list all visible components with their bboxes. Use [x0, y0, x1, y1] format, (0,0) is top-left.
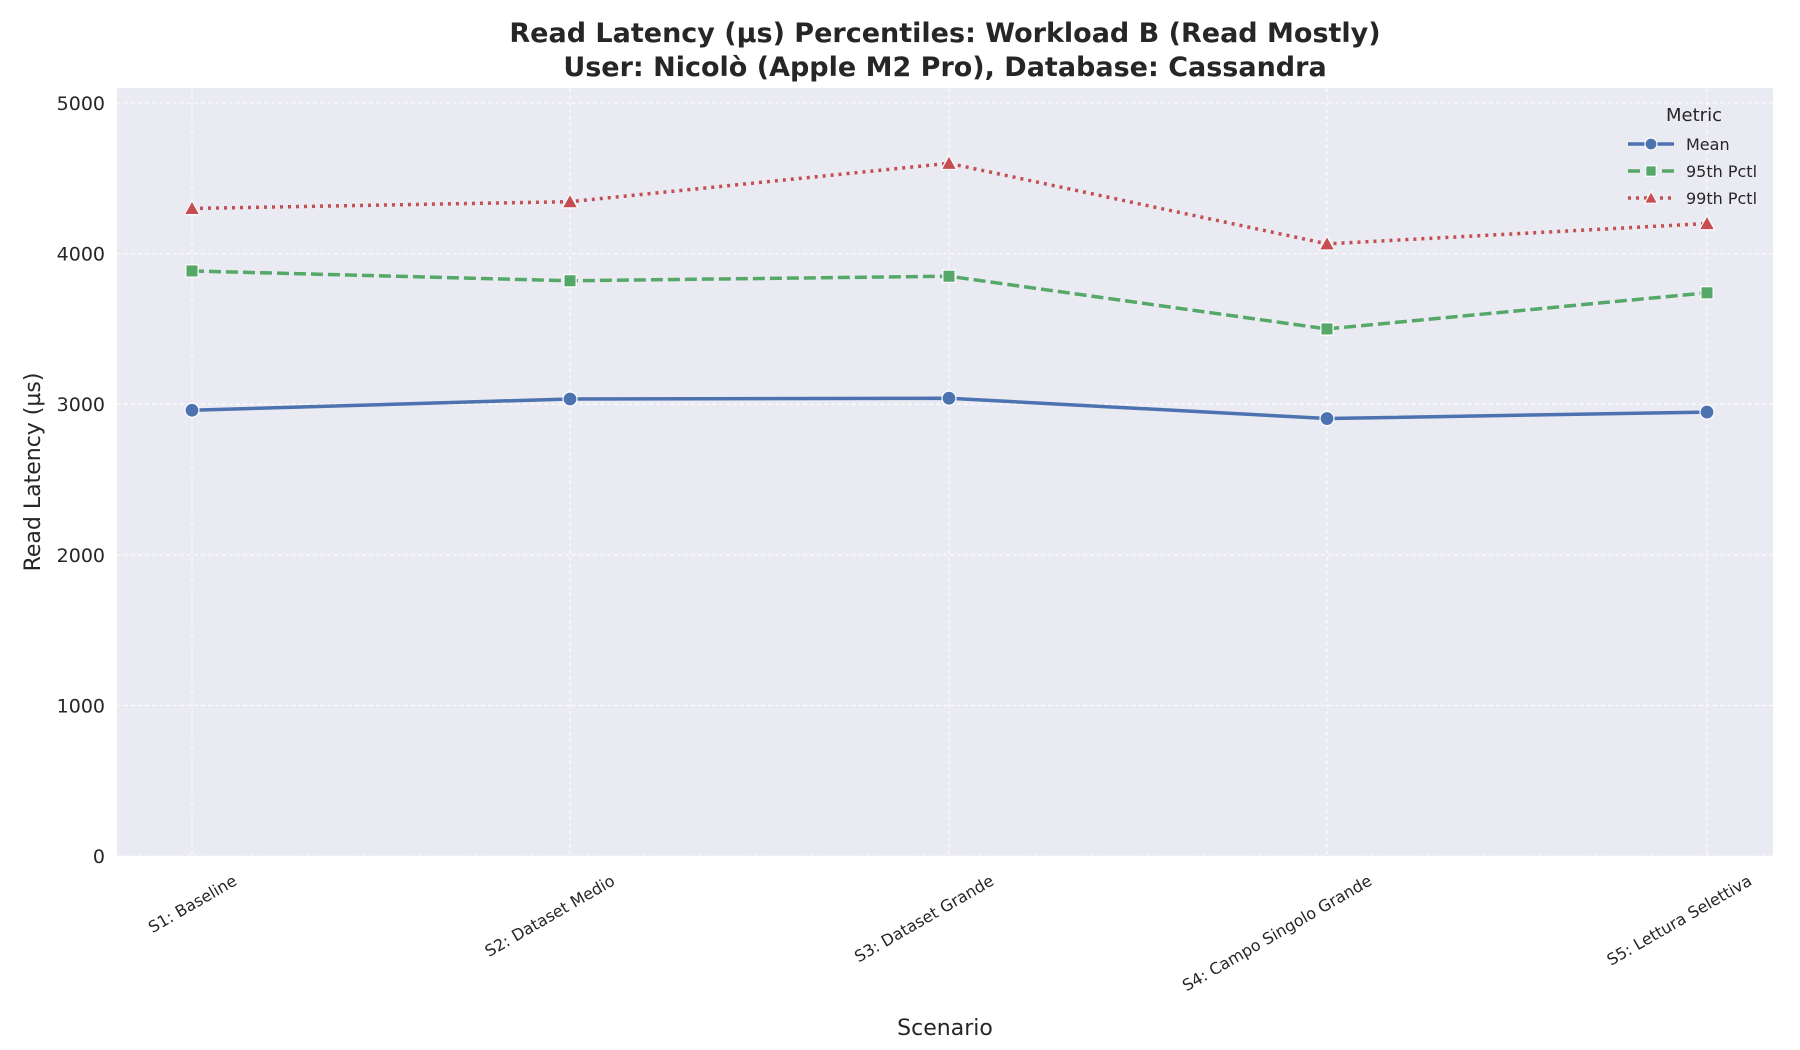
- data-point: [561, 192, 579, 209]
- legend-item: 99th Pctl: [1628, 189, 1757, 208]
- legend-marker: [1645, 165, 1657, 177]
- x-tick-label: S3: Dataset Grande: [851, 871, 997, 966]
- data-point: [1698, 214, 1716, 231]
- data-point: [940, 154, 958, 171]
- legend-marker: [1643, 190, 1659, 204]
- y-tick-label: 1000: [57, 695, 105, 717]
- series-mean: [184, 390, 1715, 427]
- legend-label: 99th Pctl: [1686, 189, 1757, 208]
- series-95th-pctl: [185, 264, 1714, 336]
- legend-label: 95th Pctl: [1686, 162, 1757, 181]
- legend-item: Mean: [1628, 135, 1730, 154]
- y-tick-label: 0: [93, 846, 105, 868]
- x-axis-label: Scenario: [897, 1016, 993, 1041]
- y-tick-label: 2000: [57, 545, 105, 567]
- y-axis-ticks: 0 1000 2000 3000 4000 5000: [57, 93, 105, 868]
- series-group: [183, 154, 1716, 427]
- y-axis-label: Read Latency (µs): [21, 373, 46, 572]
- data-point: [185, 264, 199, 278]
- x-tick-label: S5: Lettura Selettiva: [1603, 871, 1755, 969]
- chart-subtitle: User: Nicolò (Apple M2 Pro), Database: C…: [563, 52, 1326, 83]
- x-tick-label: S2: Dataset Medio: [482, 871, 618, 961]
- legend-title: Metric: [1666, 105, 1722, 126]
- data-point: [183, 199, 201, 216]
- chart-title: Read Latency (µs) Percentiles: Workload …: [509, 18, 1380, 49]
- plot-area: [117, 88, 1773, 856]
- data-point: [563, 274, 577, 288]
- legend-item: 95th Pctl: [1628, 162, 1757, 181]
- y-tick-label: 5000: [57, 93, 105, 115]
- data-point: [1318, 234, 1336, 251]
- y-tick-label: 3000: [57, 394, 105, 416]
- series-99th-pctl: [183, 154, 1716, 251]
- data-point: [941, 390, 957, 406]
- legend-label: Mean: [1686, 135, 1730, 154]
- legend: Metric Mean 95th Pctl 99th Pctl: [1628, 105, 1757, 208]
- x-tick-label: S4: Campo Singolo Grande: [1179, 871, 1375, 995]
- legend-marker: [1644, 137, 1658, 151]
- x-tick-label: S1: Baseline: [145, 871, 240, 937]
- data-point: [942, 269, 956, 283]
- data-point: [184, 402, 200, 418]
- x-axis-ticks: S1: Baseline S2: Dataset Medio S3: Dataset…: [145, 871, 1755, 995]
- data-point: [1699, 404, 1715, 420]
- data-point: [1320, 322, 1334, 336]
- series-line: [191, 161, 1708, 246]
- data-point: [1700, 286, 1714, 300]
- y-tick-label: 4000: [57, 244, 105, 266]
- data-point: [562, 391, 578, 407]
- data-point: [1319, 410, 1335, 427]
